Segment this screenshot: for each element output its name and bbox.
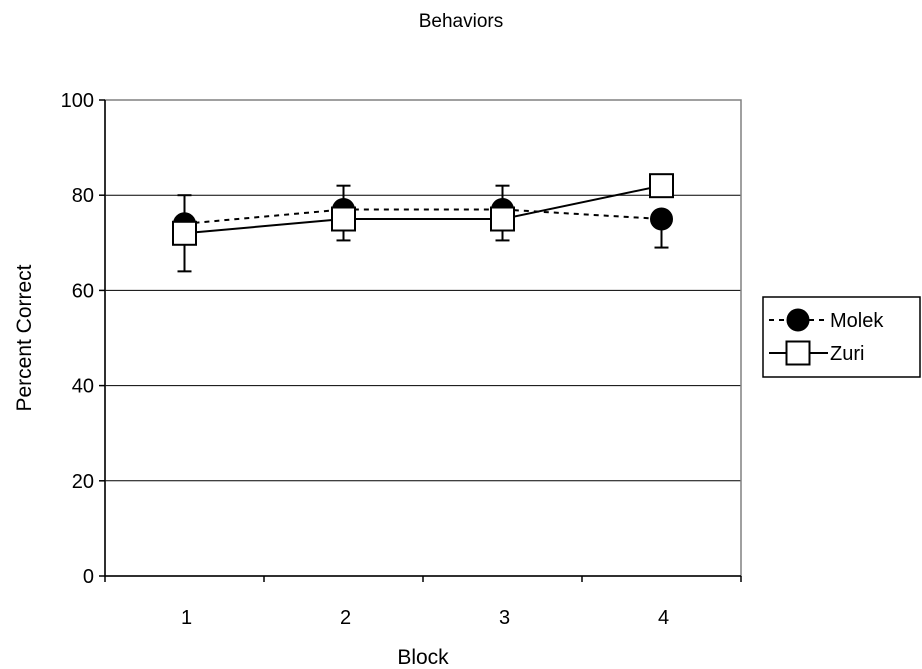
series-line-molek <box>184 208 662 225</box>
chart-title: Behaviors <box>419 11 504 32</box>
series-markers <box>172 173 674 246</box>
y-tick-label-100: 100 <box>61 90 94 112</box>
point-zuri-3 <box>490 206 515 232</box>
point-zuri-4 <box>649 173 674 199</box>
y-tick-label-0: 0 <box>83 566 94 588</box>
legend: Molek Zuri <box>762 296 921 378</box>
x-tick-label-3: 3 <box>499 607 510 629</box>
series-lines <box>184 184 662 235</box>
legend-marker-molek <box>786 308 810 332</box>
legend-marker-zuri <box>785 340 811 366</box>
x-axis-title: Block <box>397 646 449 669</box>
legend-label-zuri: Zuri <box>830 343 864 365</box>
gridlines <box>105 194 741 482</box>
plot-area <box>104 99 742 577</box>
axes: 0 20 40 60 80 100 1 2 3 4 <box>61 90 742 629</box>
error-bars <box>177 184 669 273</box>
x-tick-label-1: 1 <box>181 607 192 629</box>
y-tick-label-40: 40 <box>72 376 94 398</box>
y-tick-label-20: 20 <box>72 471 94 493</box>
series-line-zuri <box>184 184 662 235</box>
point-molek-4 <box>650 207 673 231</box>
y-tick-label-60: 60 <box>72 280 94 302</box>
y-tick-label-80: 80 <box>72 185 94 207</box>
x-tick-label-2: 2 <box>340 607 351 629</box>
point-zuri-2 <box>331 206 356 232</box>
point-zuri-1 <box>172 220 197 246</box>
x-tick-label-4: 4 <box>658 607 669 629</box>
legend-label-molek: Molek <box>830 310 884 332</box>
y-axis-title: Percent Correct <box>13 264 36 411</box>
